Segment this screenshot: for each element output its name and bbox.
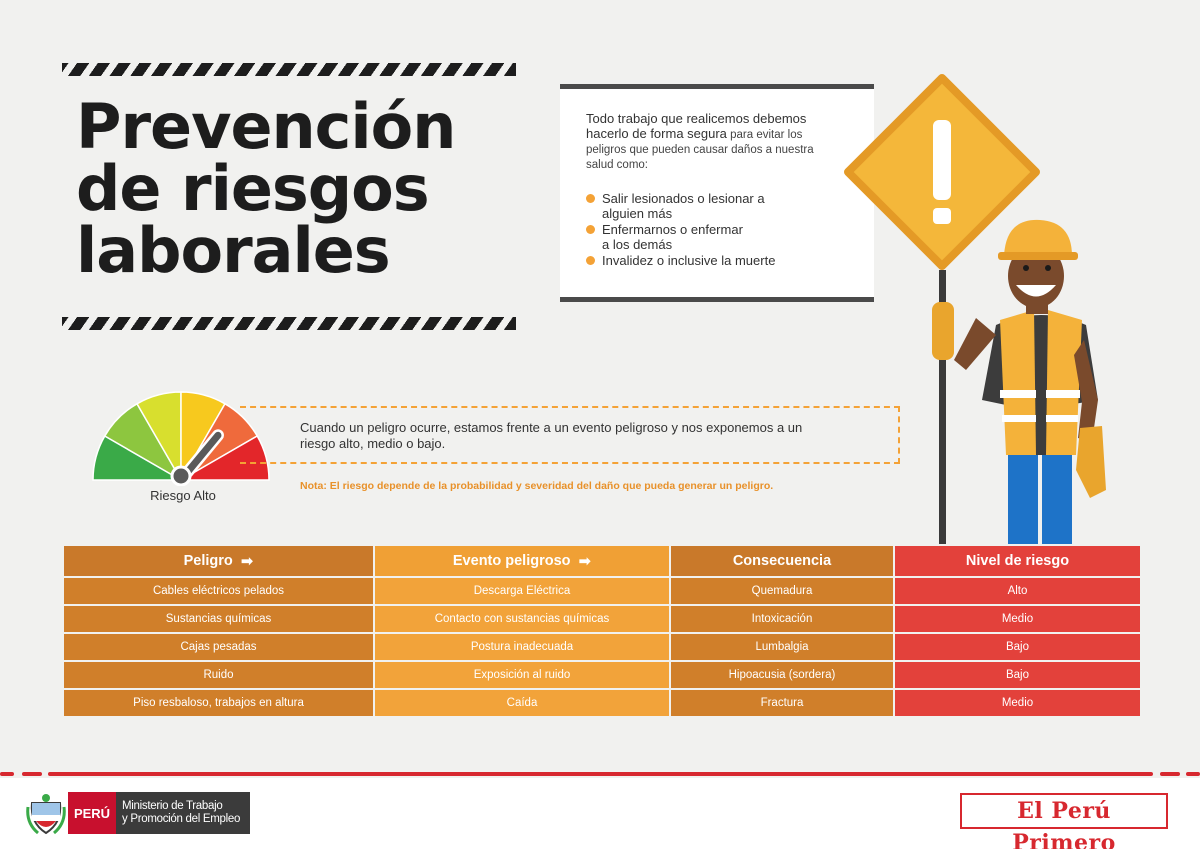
- gauge-segment: [178, 434, 270, 481]
- table-row: Piso resbaloso, trabajos en altura Caída…: [62, 688, 1142, 718]
- intro-line: salud como:: [586, 159, 649, 171]
- table-cell: Bajo: [893, 660, 1142, 690]
- risk-gauge: [92, 391, 270, 486]
- table-cell: Contacto con sustancias químicas: [373, 604, 671, 634]
- explanation-line: Cuando un peligro ocurre, estamos frente…: [300, 420, 803, 435]
- table-header-row: Peligro ➡ Evento peligroso ➡ Consecuencia …: [62, 544, 1142, 578]
- table-cell: Alto: [893, 576, 1142, 606]
- bullet-text: Enfermarnos o enfermar: [602, 222, 743, 237]
- bullet-dot-icon: [586, 225, 595, 234]
- table-cell: Hipoacusia (sordera): [669, 660, 895, 690]
- info-box: Todo trabajo que realicemos debemos hace…: [560, 84, 874, 302]
- list-item: Salir lesionados o lesionar a alguien más: [586, 191, 848, 221]
- page-title: Prevención de riesgos laborales: [76, 96, 536, 282]
- table-cell: Medio: [893, 688, 1142, 718]
- intro-line: para evitar los: [726, 129, 803, 141]
- intro-line-emphasis: hacerlo de forma segura: [586, 126, 727, 141]
- worker-with-warning-sign-illustration: [844, 74, 1106, 550]
- risk-table: Peligro ➡ Evento peligroso ➡ Consecuencia …: [62, 544, 1142, 718]
- bullet-dot-icon: [586, 256, 595, 265]
- table-row: Cajas pesadas Postura inadecuada Lumbalg…: [62, 632, 1142, 662]
- title-line: laborales: [76, 214, 391, 287]
- table-row: Cables eléctricos pelados Descarga Eléct…: [62, 576, 1142, 606]
- intro-line: Todo trabajo que realicemos debemos: [586, 111, 807, 126]
- list-item: Invalidez o inclusive la muerte: [586, 253, 848, 268]
- gauge-label: Riesgo Alto: [150, 488, 216, 503]
- table-cell: Intoxicación: [669, 604, 895, 634]
- table-cell: Medio: [893, 604, 1142, 634]
- intro-line: peligros que pueden causar daños a nuest…: [586, 144, 814, 156]
- warning-sign-icon: [844, 74, 1040, 550]
- column-header-nivel: Nivel de riesgo: [893, 544, 1142, 578]
- explanation-text: Cuando un peligro ocurre, estamos frente…: [300, 420, 880, 452]
- footer-divider: [0, 772, 1200, 776]
- bullet-text: a los demás: [602, 237, 673, 252]
- column-header-consecuencia: Consecuencia: [669, 544, 895, 578]
- arrow-right-icon: ➡: [578, 553, 592, 570]
- intro-text-small: peligros que pueden causar daños a nuest…: [586, 143, 848, 173]
- column-header-peligro: Peligro ➡: [62, 544, 375, 578]
- intro-text: Todo trabajo que realicemos debemos hace…: [586, 111, 848, 143]
- explanation-line: riesgo alto, medio o bajo.: [300, 436, 446, 451]
- title-line: de riesgos: [76, 152, 430, 225]
- column-header-evento: Evento peligroso ➡: [373, 544, 671, 578]
- table-cell: Bajo: [893, 632, 1142, 662]
- table-cell: Sustancias químicas: [62, 604, 375, 634]
- table-cell: Descarga Eléctrica: [373, 576, 671, 606]
- table-cell: Caída: [373, 688, 671, 718]
- dashed-frame: [240, 406, 900, 464]
- bullet-text: alguien más: [602, 206, 673, 221]
- ministry-line: y Promoción del Empleo: [122, 813, 241, 825]
- table-row: Ruido Exposición al ruido Hipoacusia (so…: [62, 660, 1142, 690]
- worker-icon: [932, 219, 1106, 550]
- gauge-hub: [170, 465, 192, 486]
- table-cell: Cajas pesadas: [62, 632, 375, 662]
- arrow-right-icon: ➡: [240, 553, 254, 570]
- coat-of-arms-icon: [26, 794, 66, 835]
- bullet-dot-icon: [586, 194, 595, 203]
- bullet-list: Salir lesionados o lesionar a alguien más…: [586, 191, 848, 268]
- title-line: Prevención: [76, 90, 456, 163]
- table-cell: Quemadura: [669, 576, 895, 606]
- table-cell: Postura inadecuada: [373, 632, 671, 662]
- table-cell: Piso resbaloso, trabajos en altura: [62, 688, 375, 718]
- hazard-stripe-top: [62, 63, 516, 76]
- table-cell: Cables eléctricos pelados: [62, 576, 375, 606]
- bullet-text: Salir lesionados o lesionar a: [602, 191, 765, 206]
- list-item: Enfermarnos o enfermar a los demás: [586, 222, 848, 252]
- table-cell: Fractura: [669, 688, 895, 718]
- table-row: Sustancias químicas Contacto con sustanc…: [62, 604, 1142, 634]
- brand-logo: El Perú Primero: [960, 793, 1168, 849]
- ministry-line: Ministerio de Trabajo: [122, 800, 223, 812]
- peru-logo: PERÚ: [68, 792, 116, 834]
- table-cell: Ruido: [62, 660, 375, 690]
- ministry-logo: Ministerio de Trabajo y Promoción del Em…: [116, 792, 250, 834]
- risk-note: Nota: El riesgo depende de la probabilid…: [300, 480, 774, 492]
- bullet-text: Invalidez o inclusive la muerte: [602, 253, 776, 268]
- table-cell: Lumbalgia: [669, 632, 895, 662]
- table-cell: Exposición al ruido: [373, 660, 671, 690]
- hazard-stripe-bottom: [62, 317, 516, 330]
